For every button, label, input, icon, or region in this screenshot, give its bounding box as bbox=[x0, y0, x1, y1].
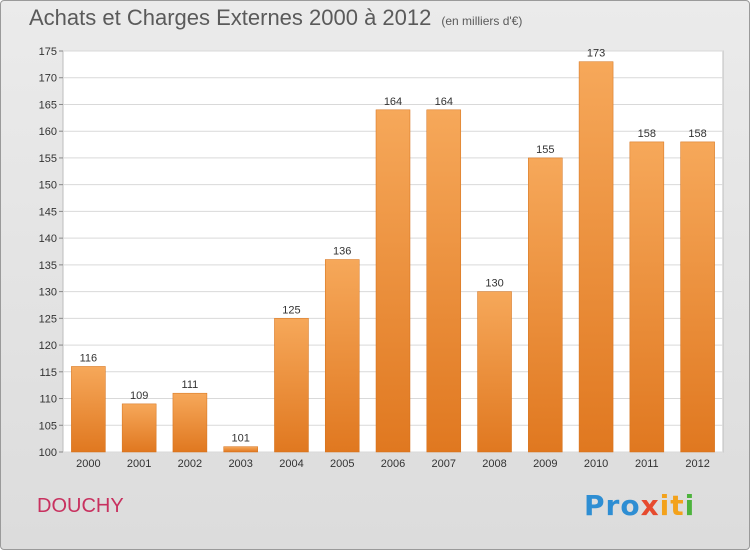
logo-part: Pro bbox=[584, 489, 641, 522]
y-tick-label: 160 bbox=[39, 126, 57, 138]
x-tick-label: 2004 bbox=[279, 458, 303, 470]
y-tick-label: 165 bbox=[39, 99, 57, 111]
y-tick-label: 120 bbox=[39, 340, 57, 352]
data-label: 136 bbox=[333, 246, 351, 258]
logo-part: x bbox=[640, 489, 660, 522]
x-tick-label: 2006 bbox=[381, 458, 405, 470]
bar-2003 bbox=[223, 446, 258, 453]
data-label: 158 bbox=[688, 128, 706, 140]
x-axis: 2000 2001 2002 2003 2004 2005 2006 2007 2008 2009… bbox=[76, 458, 710, 470]
bar-2010 bbox=[578, 61, 614, 453]
bar-2004 bbox=[274, 318, 309, 453]
x-tick-label: 2009 bbox=[533, 458, 557, 470]
y-tick-label: 150 bbox=[39, 180, 57, 192]
bar-2002 bbox=[172, 392, 208, 453]
chart-subtitle: (en milliers d'€) bbox=[441, 14, 523, 28]
y-tick-label: 125 bbox=[39, 313, 57, 325]
bar-2012 bbox=[680, 141, 715, 453]
data-label: 158 bbox=[638, 128, 656, 140]
bar-2005 bbox=[324, 259, 360, 453]
y-tick-label: 175 bbox=[39, 46, 57, 58]
y-tick-label: 140 bbox=[39, 233, 57, 245]
y-axis: 100 105 110 115 120 125 130 135 140 145 150 155 160 1… bbox=[39, 46, 63, 459]
data-label: 164 bbox=[435, 96, 453, 108]
y-tick-label: 110 bbox=[39, 394, 57, 406]
chart-title-text: Achats et Charges Externes 2000 à 2012 bbox=[29, 5, 432, 30]
bar-2011 bbox=[629, 141, 665, 453]
data-label: 173 bbox=[587, 48, 605, 60]
data-label: 109 bbox=[130, 390, 148, 402]
bar-2000 bbox=[71, 366, 106, 453]
commune-name: DOUCHY bbox=[37, 495, 124, 517]
y-tick-label: 145 bbox=[39, 206, 57, 218]
bar-2007 bbox=[426, 109, 462, 453]
data-label: 116 bbox=[80, 352, 98, 364]
logo-part: it bbox=[659, 489, 685, 522]
x-tick-label: 2012 bbox=[685, 458, 709, 470]
bar-2008 bbox=[477, 291, 512, 453]
y-tick-label: 170 bbox=[39, 73, 57, 85]
bar-2001 bbox=[121, 403, 157, 453]
data-label: 155 bbox=[536, 144, 554, 156]
data-label: 125 bbox=[282, 304, 300, 316]
x-tick-label: 2005 bbox=[330, 458, 354, 470]
x-tick-label: 2000 bbox=[76, 458, 100, 470]
logo-part: i bbox=[684, 489, 696, 522]
x-tick-label: 2001 bbox=[127, 458, 151, 470]
y-tick-label: 105 bbox=[39, 420, 57, 432]
x-tick-label: 2007 bbox=[432, 458, 456, 470]
bar-2006 bbox=[375, 109, 411, 453]
data-label: 111 bbox=[182, 379, 199, 391]
y-tick-label: 100 bbox=[39, 447, 57, 459]
y-tick-label: 130 bbox=[39, 287, 57, 299]
data-labels: 116 109 111 101 125 136 164 164 130 155 173 158 158 bbox=[80, 48, 707, 445]
x-tick-label: 2002 bbox=[178, 458, 202, 470]
proxiti-logo: Proxiti bbox=[584, 489, 695, 522]
bars bbox=[71, 61, 715, 453]
data-label: 164 bbox=[384, 96, 402, 108]
y-tick-label: 115 bbox=[39, 367, 57, 379]
chart-title: Achats et Charges Externes 2000 à 2012 (e… bbox=[29, 5, 522, 31]
y-tick-label: 155 bbox=[39, 153, 57, 165]
x-tick-label: 2010 bbox=[584, 458, 608, 470]
bar-2009 bbox=[528, 157, 563, 453]
y-tick-label: 135 bbox=[39, 260, 57, 272]
data-label: 101 bbox=[232, 433, 250, 445]
x-tick-label: 2011 bbox=[635, 458, 659, 470]
x-tick-label: 2008 bbox=[482, 458, 506, 470]
data-label: 130 bbox=[485, 278, 503, 290]
x-tick-label: 2003 bbox=[228, 458, 252, 470]
